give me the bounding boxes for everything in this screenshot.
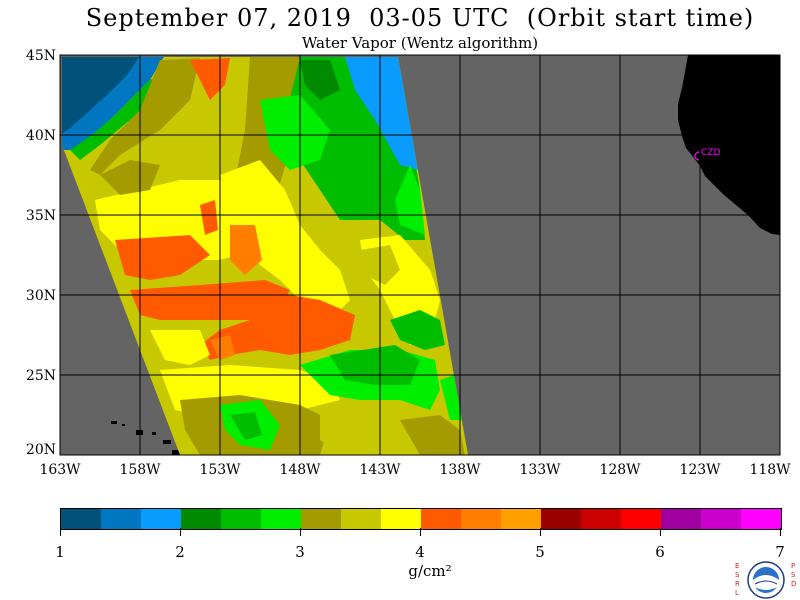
colorbar-cell	[701, 509, 741, 529]
lon-label-133w: 133W	[519, 462, 561, 478]
lon-label-118w: 118W	[749, 462, 791, 478]
svg-text:S: S	[791, 571, 796, 579]
colorbar-tick-label: 2	[175, 543, 185, 561]
colorbar-cell	[661, 509, 701, 529]
colorbar-cell	[381, 509, 421, 529]
colorbar-tick	[59, 528, 61, 536]
map-frame	[59, 54, 781, 456]
colorbar-tick	[179, 528, 181, 536]
svg-text:S: S	[735, 571, 740, 579]
colorbar-cell	[541, 509, 581, 529]
colorbar-tick-label: 6	[655, 543, 665, 561]
colorbar-tick	[539, 528, 541, 536]
colorbar-cell	[621, 509, 661, 529]
colorbar-units: g/cm²	[408, 562, 452, 580]
colorbar-tick	[779, 528, 781, 536]
svg-text:E: E	[735, 562, 739, 570]
lat-label-25n: 25N	[25, 368, 56, 384]
svg-text:R: R	[735, 580, 740, 588]
lat-lon-grid	[60, 55, 780, 455]
colorbar-tick-label: 7	[775, 543, 785, 561]
svg-text:P: P	[791, 562, 795, 570]
colorbar-cell	[581, 509, 621, 529]
lat-label-20n: 20N	[25, 442, 56, 458]
colorbar-tick-label: 4	[415, 543, 425, 561]
colorbar-tick-label: 3	[295, 543, 305, 561]
colorbar-cell	[221, 509, 261, 529]
colorbar-tick	[659, 528, 661, 536]
colorbar-cell	[421, 509, 461, 529]
lat-label-45n: 45N	[25, 48, 56, 64]
lon-label-163w: 163W	[39, 462, 81, 478]
lat-label-30n: 30N	[25, 288, 56, 304]
lat-label-40n: 40N	[25, 128, 56, 144]
colorbar-cell	[461, 509, 501, 529]
colorbar-cell	[101, 509, 141, 529]
lon-label-128w: 128W	[599, 462, 641, 478]
map-title: September 07, 2019 03-05 UTC (Orbit star…	[85, 4, 755, 32]
colorbar-cell	[301, 509, 341, 529]
svg-text:L: L	[735, 589, 739, 597]
colorbar-tick-label: 1	[55, 543, 65, 561]
colorbar-cell	[741, 509, 781, 529]
station-label: CZD	[701, 148, 720, 158]
land-california	[678, 55, 780, 235]
colorbar-cell	[141, 509, 181, 529]
lon-label-148w: 148W	[279, 462, 321, 478]
colorbar-tick	[419, 528, 421, 536]
colorbar	[60, 508, 782, 530]
lon-label-143w: 143W	[359, 462, 401, 478]
lon-label-138w: 138W	[439, 462, 481, 478]
lon-label-158w: 158W	[119, 462, 161, 478]
colorbar-cell	[261, 509, 301, 529]
colorbar-tick-label: 5	[535, 543, 545, 561]
lat-label-35n: 35N	[25, 208, 56, 224]
svg-text:D: D	[791, 580, 796, 588]
station-marker-czd	[694, 151, 700, 161]
map-subtitle: Water Vapor (Wentz algorithm)	[301, 34, 539, 52]
colorbar-cell	[341, 509, 381, 529]
lon-label-123w: 123W	[679, 462, 721, 478]
colorbar-cell	[181, 509, 221, 529]
lon-label-153w: 153W	[199, 462, 241, 478]
colorbar-cell	[501, 509, 541, 529]
colorbar-tick	[299, 528, 301, 536]
colorbar-cell	[61, 509, 101, 529]
